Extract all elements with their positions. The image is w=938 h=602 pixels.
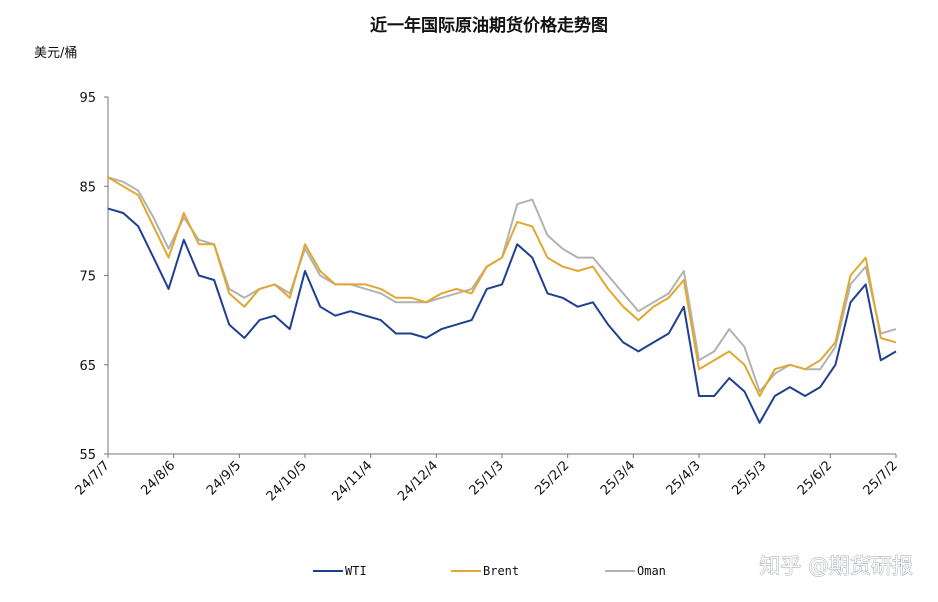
series-line-wti xyxy=(107,207,897,424)
x-tick-label: 25/5/3 xyxy=(729,458,769,498)
legend-item-brent: Brent xyxy=(451,564,519,578)
y-axis-unit-label: 美元/桶 xyxy=(34,46,77,61)
legend-label-wti: WTI xyxy=(345,564,367,578)
y-tick-label: 95 xyxy=(79,91,96,106)
x-tick-label: 25/6/2 xyxy=(795,458,835,498)
x-tick-label: 25/4/3 xyxy=(664,458,704,498)
chart-title: 近一年国际原油期货价格走势图 xyxy=(370,15,608,36)
series-layer xyxy=(107,176,897,424)
x-tick-label: 24/11/4 xyxy=(329,458,375,504)
x-tick-label: 25/1/3 xyxy=(467,458,507,498)
x-tick-label: 24/10/5 xyxy=(264,458,310,504)
series-line-brent xyxy=(107,176,897,397)
x-tick-label: 25/3/4 xyxy=(598,458,638,498)
x-tick-label: 25/7/2 xyxy=(861,458,901,498)
legend-label-brent: Brent xyxy=(483,564,519,578)
legend-label-oman: Oman xyxy=(637,564,666,578)
watermark-text: 知乎 @期货研报 xyxy=(759,554,913,578)
y-tick-label: 55 xyxy=(79,448,96,463)
legend-item-wti: WTI xyxy=(313,564,367,578)
legend: WTI Brent Oman xyxy=(313,564,666,578)
x-axis: 24/7/7 24/8/6 24/9/5 24/10/5 24/11/4 24/12/4 2… xyxy=(73,453,901,504)
x-tick-label: 24/9/5 xyxy=(204,458,244,498)
x-tick-label: 25/2/2 xyxy=(532,458,572,498)
legend-item-oman: Oman xyxy=(605,564,666,578)
x-tick-label: 24/12/4 xyxy=(395,458,441,504)
y-tick-label: 65 xyxy=(79,359,96,374)
x-tick-label: 24/7/7 xyxy=(73,458,113,498)
x-tick-label: 24/8/6 xyxy=(138,458,178,498)
y-axis: 55 65 75 85 95 xyxy=(79,91,109,463)
y-tick-label: 85 xyxy=(79,180,96,195)
y-tick-label: 75 xyxy=(79,270,96,285)
